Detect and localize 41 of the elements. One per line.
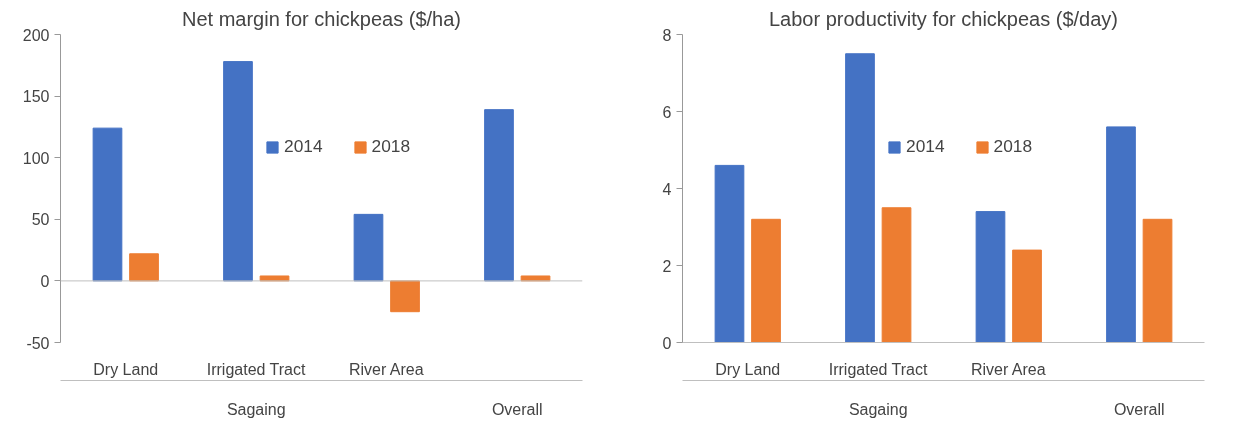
chart-title: Labor productivity for chickpeas ($/day): [768, 7, 1119, 30]
y-tick-label: 50: [31, 211, 50, 229]
bar: [881, 207, 912, 343]
text: Sagaing: [848, 400, 908, 418]
legend-label: 2014: [906, 136, 945, 157]
bar: [751, 218, 781, 343]
y-tick-label: 100: [22, 149, 50, 167]
bar: [129, 253, 159, 282]
bar: [484, 109, 514, 282]
bar: [975, 211, 1006, 343]
text: Overall: [1113, 400, 1165, 418]
y-tick-label: 0: [40, 272, 50, 290]
y-tick-label: 8: [662, 26, 672, 44]
y-tick-label: 150: [22, 88, 50, 106]
x-tick-label: River Area: [970, 360, 1046, 378]
y-tick-label: 0: [662, 334, 672, 352]
bar: [714, 164, 745, 343]
chart-title: Net margin for chickpeas ($/ha): [182, 7, 462, 30]
x-tick-label: Irrigated Tract: [828, 360, 929, 378]
legend-label: 2018: [371, 136, 411, 157]
bar: [92, 127, 123, 282]
x-tick-label: River Area: [348, 360, 424, 378]
x-tick-label: Dry Land: [715, 360, 781, 378]
y-tick-label: 2: [662, 257, 672, 275]
bar: [390, 280, 420, 313]
x-tick-label: Irrigated Tract: [206, 360, 307, 378]
x-tick-label: Dry Land: [93, 360, 159, 378]
bar: [845, 53, 875, 343]
legend-label: 2018: [993, 136, 1033, 157]
y-tick-label: 4: [662, 180, 672, 198]
y-tick-label: 200: [22, 26, 50, 44]
legend-label: 2014: [284, 136, 323, 157]
y-tick-label: 6: [662, 103, 672, 121]
bar: [353, 213, 384, 282]
text: Overall: [491, 400, 543, 418]
bar: [223, 61, 253, 282]
y-tick-label: -50: [26, 334, 50, 352]
bar: [1142, 218, 1173, 343]
text: Sagaing: [226, 400, 286, 418]
bar: [1012, 249, 1042, 343]
bar: [1106, 126, 1136, 343]
